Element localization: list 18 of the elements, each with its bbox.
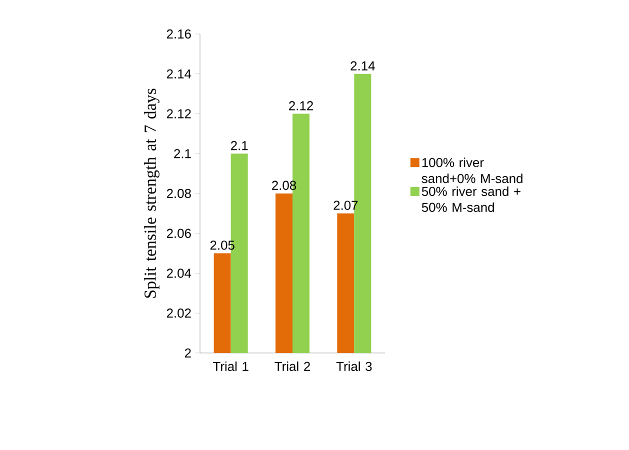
data-label: 2.14: [350, 61, 375, 70]
y-tick-label: 2.12: [166, 109, 191, 118]
y-tick-label: 2.04: [166, 268, 192, 278]
legend-label: 50% river sand + 50% M-sand: [422, 186, 520, 212]
y-tick-label: 2.16: [166, 29, 191, 39]
y-tick-label: 2.02: [166, 308, 191, 318]
data-label: 2.12: [289, 101, 313, 110]
x-tick-label: Trial 2: [274, 362, 310, 372]
y-tick-label: 2.08: [166, 188, 191, 198]
y-tick-label: 2.14: [166, 69, 192, 78]
y-tick-label: 2: [184, 348, 191, 358]
x-tick-label: Trial 3: [336, 362, 372, 372]
y-tick-label: 2.1: [174, 149, 191, 158]
legend-label: 100% river sand+0% M-sand: [422, 158, 522, 184]
x-tick-label: Trial 1: [213, 362, 248, 372]
y-axis-title: Split tensile strength at 7 days: [144, 88, 160, 298]
y-tick-label: 2.06: [166, 228, 191, 238]
data-label: 2.1: [230, 141, 248, 150]
